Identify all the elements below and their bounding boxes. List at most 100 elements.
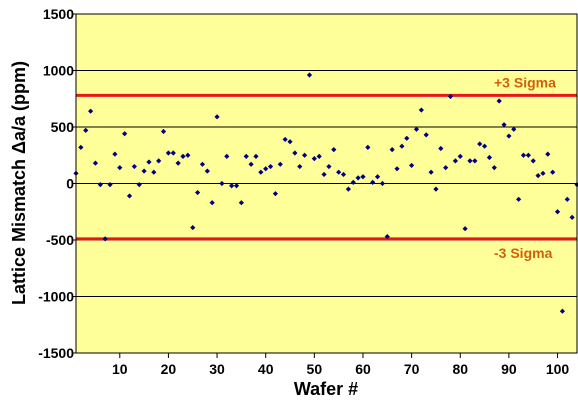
data-point [569, 214, 575, 220]
data-point [535, 172, 541, 179]
data-point [438, 145, 444, 152]
data-point [477, 141, 483, 147]
y-axis-ticks: -1500 -1000 -500 0 500 1000 1500 [38, 6, 76, 361]
data-point [423, 132, 429, 138]
data-point [175, 160, 181, 166]
data-point [302, 152, 308, 158]
data-point [141, 168, 147, 174]
data-point [394, 166, 400, 172]
data-point [185, 152, 191, 158]
data-point [360, 174, 366, 180]
y-tick-label: 1000 [43, 63, 74, 79]
data-point [83, 127, 89, 133]
y-tick-label: 0 [66, 176, 74, 192]
data-point [506, 133, 512, 139]
data-point [457, 153, 463, 159]
data-point [219, 180, 225, 187]
data-point [151, 169, 157, 175]
data-point [433, 186, 439, 192]
data-point [272, 191, 279, 197]
data-point [253, 153, 259, 159]
x-tick-label: 60 [355, 361, 371, 377]
data-point [136, 182, 142, 188]
data-point [267, 163, 274, 170]
y-tick-label: -1000 [38, 289, 74, 305]
data-point [501, 122, 507, 128]
reference-lines: +3 Sigma -3 Sigma [76, 74, 577, 261]
data-point [340, 171, 347, 178]
data-point [554, 209, 561, 215]
data-point [413, 126, 420, 132]
data-point [292, 150, 298, 156]
data-point [224, 153, 230, 159]
data-point [165, 150, 172, 156]
data-point [287, 139, 293, 145]
data-point [447, 93, 454, 100]
data-point [311, 156, 317, 162]
data-point [277, 161, 283, 167]
data-point [248, 161, 254, 167]
x-tick-label: 90 [501, 361, 517, 377]
data-point [481, 143, 488, 149]
data-point [467, 158, 473, 164]
data-point [92, 160, 99, 166]
y-axis-title: Lattice Mismatch Δa/a (ppm) [9, 61, 29, 305]
data-point [472, 158, 478, 164]
x-tick-label: 50 [307, 361, 323, 377]
data-point [238, 200, 244, 206]
x-tick-label: 30 [209, 361, 225, 377]
data-point [520, 152, 527, 158]
data-point [214, 114, 220, 120]
data-point [350, 179, 356, 185]
data-point [511, 126, 517, 132]
data-point [243, 153, 249, 159]
data-point [545, 151, 551, 157]
data-point [550, 169, 556, 175]
data-point [146, 159, 152, 165]
data-point [87, 108, 94, 114]
data-point [564, 196, 570, 202]
data-point [117, 165, 123, 171]
data-point [370, 179, 376, 185]
data-point [365, 144, 371, 150]
data-point [97, 182, 103, 188]
data-point [355, 175, 361, 181]
data-point [258, 169, 264, 175]
y-tick-label: -1500 [38, 345, 74, 361]
data-point [107, 182, 113, 188]
data-point [331, 147, 337, 153]
data-point [190, 224, 196, 231]
data-point [209, 200, 215, 206]
data-point [321, 171, 327, 178]
y-tick-label: 1500 [43, 6, 74, 22]
data-point [229, 183, 235, 189]
data-point [379, 180, 386, 187]
data-point [418, 107, 424, 113]
data-point [336, 169, 342, 175]
data-point [102, 236, 108, 242]
data-point [78, 144, 84, 150]
data-points [73, 72, 578, 314]
data-point [530, 158, 536, 164]
data-point [345, 186, 351, 192]
x-tick-label: 20 [161, 361, 177, 377]
data-point [112, 151, 118, 157]
data-point [122, 131, 128, 137]
data-point [496, 98, 502, 104]
data-point [306, 72, 313, 78]
data-point [263, 166, 269, 172]
data-point [195, 189, 201, 196]
reference-line-label: -3 Sigma [494, 245, 553, 261]
x-tick-label: 10 [112, 361, 128, 377]
data-point [491, 165, 497, 171]
data-point [297, 163, 303, 170]
x-tick-label: 100 [546, 361, 570, 377]
data-point [462, 226, 468, 232]
data-point [156, 158, 162, 164]
data-point [126, 193, 133, 199]
data-point [316, 153, 322, 159]
x-tick-label: 70 [404, 361, 420, 377]
data-point [443, 165, 449, 171]
data-point [525, 152, 531, 158]
